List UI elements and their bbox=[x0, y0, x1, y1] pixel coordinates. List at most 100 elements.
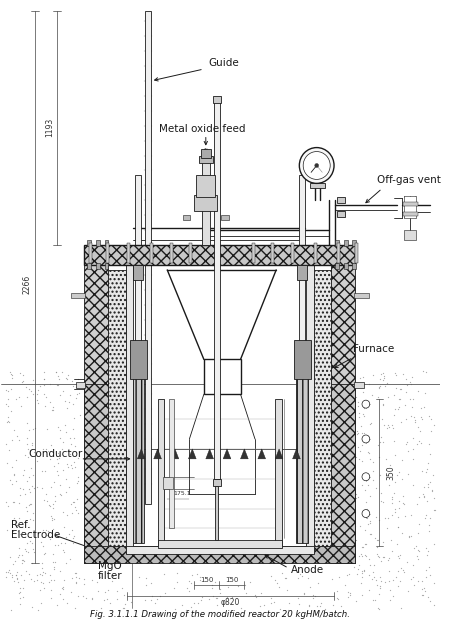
Point bbox=[71, 568, 79, 578]
Point bbox=[418, 576, 425, 586]
Circle shape bbox=[362, 473, 370, 481]
Point bbox=[345, 592, 352, 602]
Point bbox=[21, 450, 28, 460]
Bar bbox=[354, 383, 364, 388]
Point bbox=[347, 588, 354, 598]
Point bbox=[162, 588, 169, 598]
Point bbox=[40, 380, 48, 390]
Point bbox=[404, 586, 412, 596]
Point bbox=[96, 572, 104, 582]
Point bbox=[74, 476, 81, 486]
Point bbox=[354, 428, 362, 438]
Point bbox=[67, 449, 74, 459]
Point bbox=[359, 409, 367, 419]
Point bbox=[38, 570, 45, 580]
Point bbox=[29, 544, 36, 554]
Point bbox=[34, 456, 41, 466]
Point bbox=[379, 399, 387, 409]
Circle shape bbox=[362, 509, 370, 518]
Bar bbox=[127, 243, 130, 263]
Point bbox=[381, 381, 389, 391]
Point bbox=[372, 595, 379, 605]
Point bbox=[26, 445, 33, 455]
Point bbox=[375, 452, 382, 462]
Point bbox=[188, 570, 195, 580]
Point bbox=[136, 572, 143, 582]
Point bbox=[15, 552, 22, 562]
Point bbox=[20, 556, 28, 566]
Point bbox=[69, 508, 76, 518]
Point bbox=[418, 414, 425, 424]
Point bbox=[51, 564, 58, 573]
Point bbox=[390, 411, 398, 420]
Point bbox=[352, 596, 359, 606]
Point bbox=[361, 428, 368, 438]
Point bbox=[62, 532, 70, 542]
Point bbox=[56, 432, 64, 442]
Point bbox=[351, 516, 358, 526]
Point bbox=[25, 500, 32, 510]
Point bbox=[310, 593, 317, 603]
Point bbox=[306, 600, 313, 610]
Bar bbox=[335, 263, 339, 269]
Point bbox=[35, 385, 42, 395]
Point bbox=[40, 368, 48, 378]
Point bbox=[257, 601, 264, 611]
Bar bbox=[132, 374, 144, 544]
Point bbox=[356, 447, 363, 457]
Point bbox=[65, 445, 72, 455]
Bar bbox=[170, 243, 173, 263]
Point bbox=[358, 551, 365, 561]
Point bbox=[47, 575, 55, 585]
Point bbox=[21, 490, 28, 499]
Bar bbox=[403, 202, 418, 207]
Point bbox=[358, 440, 365, 450]
Point bbox=[374, 392, 381, 402]
Point bbox=[430, 493, 438, 503]
Point bbox=[71, 603, 78, 613]
Point bbox=[10, 496, 18, 506]
Point bbox=[382, 577, 389, 587]
Point bbox=[48, 515, 55, 525]
Point bbox=[50, 402, 57, 412]
Bar bbox=[182, 215, 190, 220]
Point bbox=[427, 414, 435, 424]
Bar bbox=[204, 360, 241, 394]
Bar bbox=[126, 546, 314, 554]
Circle shape bbox=[315, 164, 318, 167]
Point bbox=[54, 448, 61, 458]
Point bbox=[336, 572, 343, 582]
Point bbox=[147, 578, 154, 588]
Point bbox=[42, 489, 49, 499]
Point bbox=[183, 583, 191, 593]
Text: filter: filter bbox=[98, 571, 123, 581]
Point bbox=[370, 572, 378, 582]
Point bbox=[407, 531, 415, 541]
Point bbox=[380, 420, 388, 430]
Point bbox=[390, 390, 398, 400]
Point bbox=[379, 400, 387, 410]
Point bbox=[30, 376, 37, 386]
Point bbox=[391, 506, 399, 516]
Point bbox=[357, 521, 364, 531]
Point bbox=[423, 496, 430, 506]
Point bbox=[5, 501, 12, 511]
Bar bbox=[355, 243, 358, 263]
Point bbox=[14, 430, 21, 440]
Point bbox=[148, 591, 156, 601]
Point bbox=[347, 527, 354, 537]
Point bbox=[394, 522, 402, 532]
Point bbox=[25, 384, 33, 394]
Point bbox=[61, 522, 68, 532]
Point bbox=[72, 383, 80, 392]
Point bbox=[354, 401, 361, 411]
Point bbox=[358, 566, 365, 576]
Point bbox=[63, 374, 71, 384]
Point bbox=[44, 531, 51, 541]
Point bbox=[51, 496, 59, 506]
Point bbox=[72, 572, 79, 582]
Point bbox=[196, 572, 203, 582]
Point bbox=[311, 591, 318, 601]
Point bbox=[50, 557, 57, 567]
Point bbox=[45, 526, 52, 536]
